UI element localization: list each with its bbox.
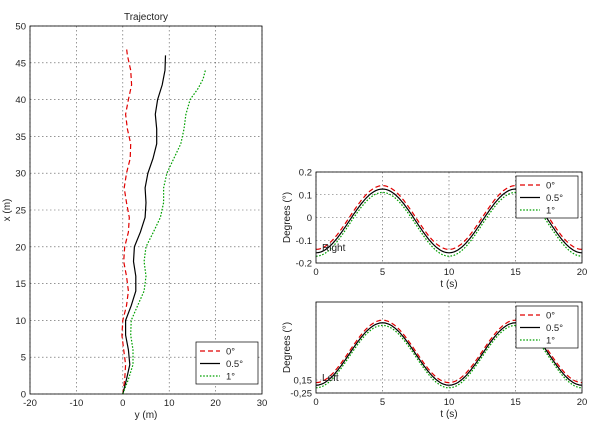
x-tick-label: 15 — [510, 397, 521, 408]
legend-label: 0.5° — [546, 323, 563, 334]
x-tick-label: 20 — [577, 397, 588, 408]
x-tick-label: 10 — [444, 267, 455, 278]
y-tick-label: -0.1 — [296, 236, 312, 247]
panel-annotation: Left — [322, 373, 339, 384]
x-tick-label: 5 — [380, 267, 385, 278]
y-tick-label: 0 — [21, 390, 26, 401]
x-tick-label: 15 — [510, 267, 521, 278]
chart-1: 0 5 10 15 20 -0.2 -0.1 0 0.1 0.2 t (s) Degrees (°) R… — [282, 168, 587, 291]
x-tick-label: -20 — [23, 398, 37, 409]
x-tick-label: 0 — [120, 398, 125, 409]
y-tick-label: 45 — [15, 58, 26, 69]
x-axis-label: t (s) — [440, 279, 457, 290]
y-tick-label: 0.2 — [299, 168, 312, 179]
series-line-1 — [122, 55, 167, 395]
chart-0: -20 -10 0 10 20 30 0 5 10 15 20 25 30 35 40 45 50 Traject… — [2, 12, 267, 421]
series-line-0 — [315, 319, 583, 384]
x-tick-label: 0 — [313, 397, 318, 408]
series-line-0 — [121, 48, 133, 395]
axes-frame — [29, 25, 263, 395]
axes-frame — [315, 171, 583, 264]
legend-label: 0.5° — [546, 193, 563, 204]
legend-label: 1° — [226, 372, 235, 383]
legend: 0°0.5° 1° — [515, 175, 579, 219]
y-tick-label: 0.1 — [299, 190, 312, 201]
y-tick-label: 40 — [15, 95, 26, 106]
x-tick-label: 30 — [257, 398, 268, 409]
legend-label: 0° — [546, 181, 555, 192]
y-tick-label: 25 — [15, 206, 26, 217]
x-tick-label: 10 — [444, 397, 455, 408]
y-tick-label: 50 — [15, 22, 26, 33]
legend-label: 0° — [226, 347, 235, 358]
x-tick-label: 20 — [577, 267, 588, 278]
series-line-2 — [122, 70, 206, 395]
x-tick-label: 10 — [164, 398, 175, 409]
y-tick-label: 35 — [15, 132, 26, 143]
panel-annotation: Right — [322, 243, 346, 254]
x-axis-label: t (s) — [440, 409, 457, 420]
legend: 0°0.5° 1° — [515, 305, 579, 349]
y-axis-label: Degrees (°) — [282, 192, 293, 243]
y-tick-label: 5 — [21, 353, 26, 364]
y-axis-label: Degrees (°) — [282, 322, 293, 373]
axes-frame — [315, 301, 583, 394]
chart-title: Trajectory — [124, 12, 168, 23]
x-tick-label: -10 — [70, 398, 84, 409]
y-tick-label: 30 — [15, 169, 26, 180]
chart-2: 0 5 10 15 20 -0,25 0,15 t (s) Degrees (°) Left 0°0… — [282, 301, 588, 420]
x-tick-label: 0 — [313, 267, 318, 278]
y-tick-label: 20 — [15, 242, 26, 253]
y-tick-label: -0.2 — [296, 259, 312, 270]
y-tick-label: -0,25 — [290, 389, 312, 400]
y-axis-label: x (m) — [2, 199, 13, 222]
legend: 0°0.5° 1° — [195, 341, 259, 385]
legend-label: 1° — [546, 206, 555, 217]
legend-label: 0.5° — [226, 359, 243, 370]
y-tick-label: 15 — [15, 279, 26, 290]
y-tick-label: 0,15 — [294, 376, 313, 387]
x-axis-label: y (m) — [135, 410, 158, 421]
legend-label: 1° — [546, 336, 555, 347]
x-tick-label: 20 — [210, 398, 221, 409]
y-tick-label: 0 — [307, 213, 312, 224]
y-tick-label: 10 — [15, 316, 26, 327]
x-tick-label: 5 — [380, 397, 385, 408]
legend-label: 0° — [546, 311, 555, 322]
